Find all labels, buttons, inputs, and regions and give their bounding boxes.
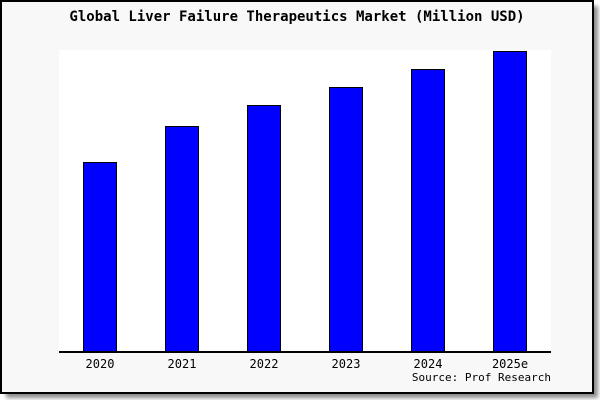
- bar-2021: [165, 126, 199, 351]
- plot-area: [59, 50, 551, 353]
- x-axis-label-2024: 2024: [413, 357, 443, 371]
- x-axis-label-2020: 2020: [85, 357, 115, 371]
- x-axis-label-2023: 2023: [331, 357, 361, 371]
- x-axis-label-2021: 2021: [167, 357, 197, 371]
- x-axis-label-2022: 2022: [249, 357, 279, 371]
- bar-2025e: [493, 51, 527, 351]
- chart-title: Global Liver Failure Therapeutics Market…: [69, 9, 525, 25]
- source-credit: Source: Prof Research: [411, 371, 551, 384]
- chart-card: Global Liver Failure Therapeutics Market…: [0, 0, 594, 394]
- bar-2022: [247, 105, 281, 351]
- bar-2020: [83, 162, 117, 351]
- bar-2023: [329, 87, 363, 351]
- bar-2024: [411, 69, 445, 351]
- x-axis-row: 2020 2021 2022 2023 2024 2025e: [59, 357, 551, 371]
- x-axis-label-2025e: 2025e: [491, 357, 529, 371]
